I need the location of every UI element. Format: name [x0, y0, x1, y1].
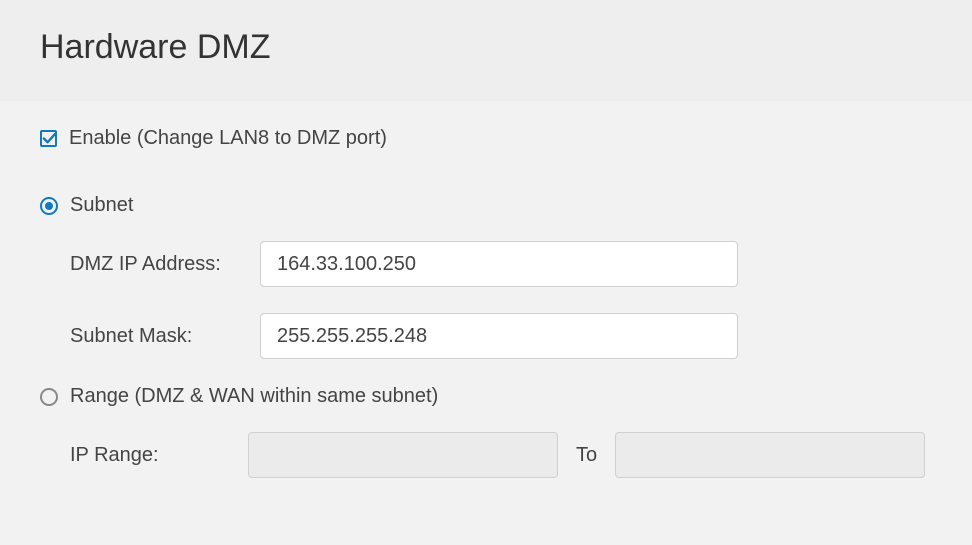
- range-radio-row: Range (DMZ & WAN within same subnet): [40, 385, 932, 408]
- subnet-radio[interactable]: [40, 197, 58, 215]
- range-radio[interactable]: [40, 388, 58, 406]
- ip-range-to-label: To: [576, 444, 597, 467]
- page-root: Hardware DMZ Enable (Change LAN8 to DMZ …: [0, 0, 972, 545]
- checkmark-icon: [42, 131, 57, 146]
- dmz-ip-input[interactable]: [260, 241, 738, 287]
- ip-range-from-input[interactable]: [248, 432, 558, 478]
- header-band: Hardware DMZ: [0, 0, 972, 101]
- dmz-ip-row: DMZ IP Address:: [70, 241, 932, 287]
- range-radio-label: Range (DMZ & WAN within same subnet): [70, 385, 438, 408]
- subnet-mask-row: Subnet Mask:: [70, 313, 932, 359]
- enable-label: Enable (Change LAN8 to DMZ port): [69, 127, 387, 150]
- radio-dot-icon: [45, 202, 53, 210]
- subnet-radio-row: Subnet: [40, 194, 932, 217]
- subnet-mask-input[interactable]: [260, 313, 738, 359]
- enable-checkbox[interactable]: [40, 130, 57, 147]
- subnet-radio-label: Subnet: [70, 194, 133, 217]
- subnet-mask-label: Subnet Mask:: [70, 325, 260, 348]
- ip-range-row: IP Range: To: [70, 432, 932, 478]
- form-body: Enable (Change LAN8 to DMZ port) Subnet …: [0, 101, 972, 498]
- page-title: Hardware DMZ: [40, 28, 932, 67]
- ip-range-to-input[interactable]: [615, 432, 925, 478]
- subnet-fields: DMZ IP Address: Subnet Mask:: [40, 241, 932, 359]
- ip-range-label: IP Range:: [70, 444, 230, 467]
- dmz-ip-label: DMZ IP Address:: [70, 253, 260, 276]
- range-fields: IP Range: To: [40, 432, 932, 478]
- enable-row: Enable (Change LAN8 to DMZ port): [40, 127, 932, 150]
